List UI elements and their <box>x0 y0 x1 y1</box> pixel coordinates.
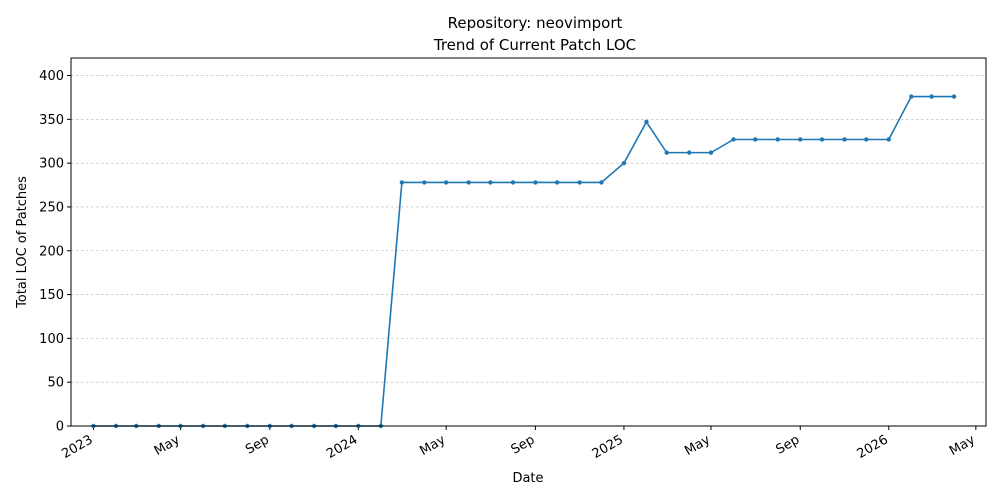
data-point <box>577 180 582 185</box>
data-point <box>819 137 825 142</box>
data-point <box>886 137 891 142</box>
series-group <box>91 94 957 429</box>
y-tick-label: 400 <box>39 69 64 84</box>
data-point <box>644 119 649 125</box>
data-point <box>533 180 538 185</box>
x-axis: 2023 May Sep 2024 May Sep 2025 May Sep 2026 May <box>59 426 978 462</box>
x-tick-label: 2024 <box>324 432 360 462</box>
data-point <box>599 180 604 185</box>
x-tick-label: May <box>152 432 183 459</box>
plot-frame <box>70 57 987 427</box>
x-tick-label: May <box>417 432 448 459</box>
data-point <box>488 180 493 185</box>
x-axis-label: Date <box>512 471 543 486</box>
y-tick-label: 250 <box>39 200 64 215</box>
x-tick-label: May <box>682 432 713 459</box>
data-point <box>621 160 627 166</box>
y-axis: 0 50 100 150 200 250 300 350 400 <box>39 69 71 435</box>
x-tick-label: Sep <box>774 432 803 457</box>
data-point <box>798 137 803 142</box>
y-tick-label: 150 <box>39 288 64 303</box>
data-point <box>731 137 736 142</box>
y-tick-label: 50 <box>47 376 64 391</box>
chart-subtitle: Trend of Current Patch LOC <box>433 36 636 54</box>
data-point <box>466 180 471 185</box>
data-point <box>510 180 516 185</box>
data-point <box>687 150 692 155</box>
x-tick-label: 2026 <box>855 432 891 462</box>
data-point <box>864 137 869 142</box>
x-tick-label: 2023 <box>59 432 95 462</box>
x-tick-label: 2025 <box>590 432 626 462</box>
data-point <box>929 94 934 99</box>
data-point <box>664 150 669 155</box>
series-line <box>93 95 955 427</box>
chart-title: Repository: neovimport <box>448 14 623 32</box>
data-point <box>554 180 560 185</box>
x-tick-label: May <box>947 432 978 459</box>
data-point <box>951 94 957 99</box>
y-gridlines <box>71 75 986 427</box>
data-point <box>708 150 714 155</box>
data-point <box>753 137 758 142</box>
y-axis-label: Total LOC of Patches <box>15 176 30 309</box>
y-tick-label: 300 <box>39 157 64 172</box>
data-point <box>422 180 427 185</box>
y-tick-label: 200 <box>39 244 64 259</box>
data-point <box>775 137 780 142</box>
data-point <box>443 180 449 185</box>
data-point <box>909 94 914 99</box>
y-tick-label: 350 <box>39 113 64 128</box>
data-point <box>842 137 847 142</box>
y-tick-label: 0 <box>56 420 64 435</box>
data-point <box>399 180 405 185</box>
x-tick-label: Sep <box>509 432 538 457</box>
y-tick-label: 100 <box>39 332 64 347</box>
x-tick-label: Sep <box>243 432 272 457</box>
